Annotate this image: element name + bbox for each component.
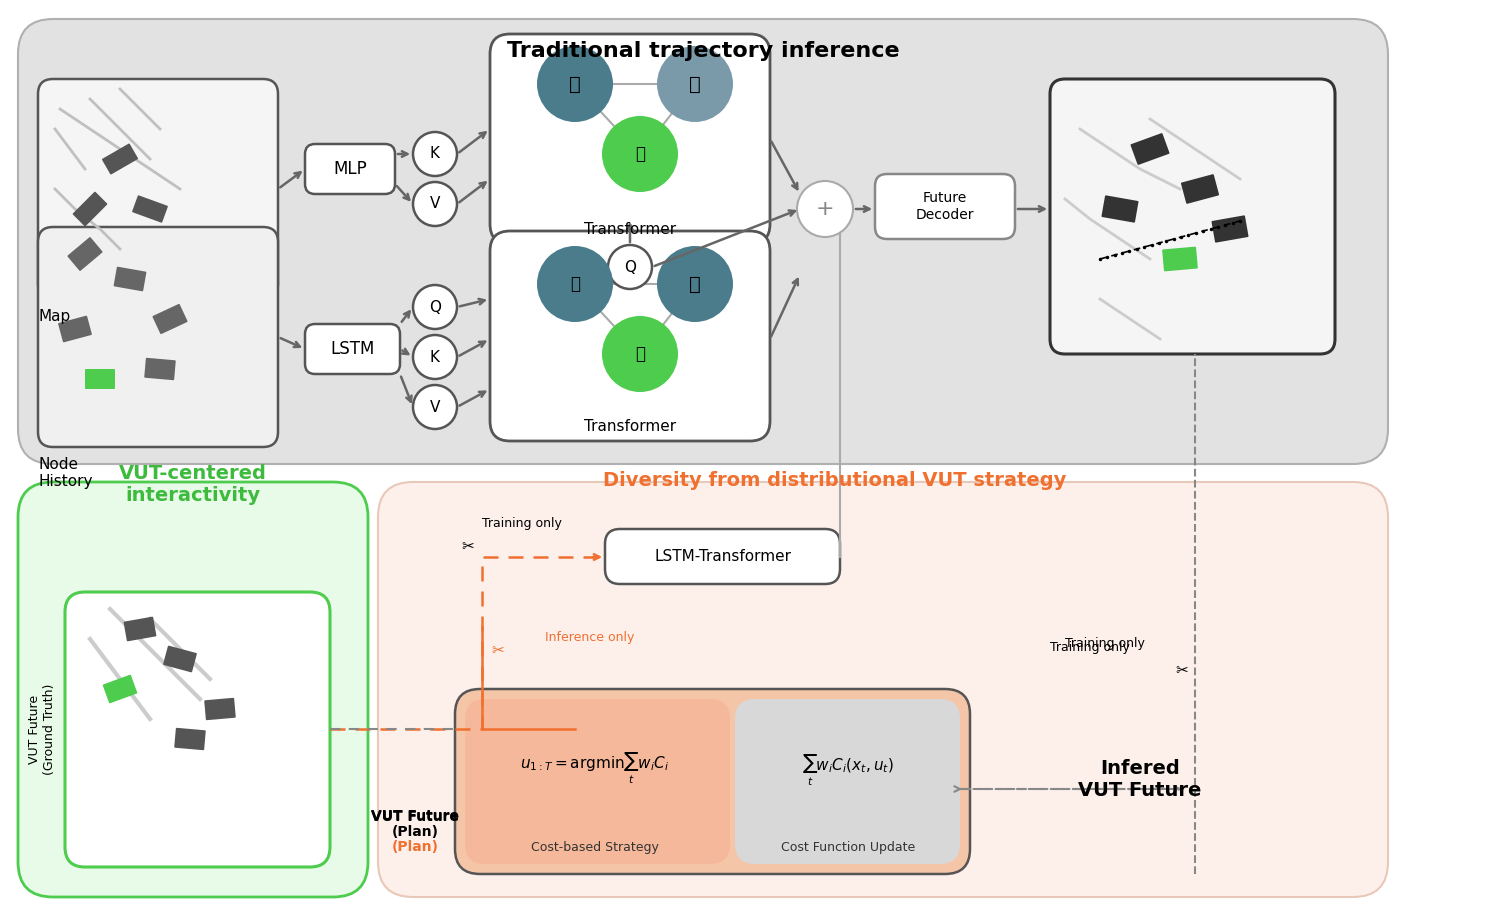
Text: 🚌: 🚌	[635, 345, 645, 363]
FancyBboxPatch shape	[163, 645, 197, 673]
Circle shape	[412, 132, 457, 176]
Circle shape	[412, 285, 457, 329]
Text: 🚶: 🚶	[689, 275, 701, 294]
Text: Training only: Training only	[1050, 641, 1129, 654]
FancyBboxPatch shape	[456, 689, 970, 874]
FancyBboxPatch shape	[1180, 175, 1219, 204]
Circle shape	[536, 246, 613, 322]
Text: +: +	[816, 199, 834, 219]
Text: K: K	[430, 146, 441, 162]
FancyBboxPatch shape	[1050, 79, 1336, 354]
Text: K: K	[430, 349, 441, 365]
Text: Map: Map	[37, 309, 70, 324]
Text: Future
Decoder: Future Decoder	[916, 192, 974, 222]
FancyBboxPatch shape	[66, 592, 330, 867]
FancyBboxPatch shape	[145, 358, 176, 380]
Text: Transformer: Transformer	[584, 419, 677, 434]
Circle shape	[657, 46, 734, 122]
Text: VUT Future
(Ground Truth): VUT Future (Ground Truth)	[28, 684, 55, 774]
FancyBboxPatch shape	[18, 19, 1388, 464]
Text: Training only: Training only	[483, 517, 562, 531]
FancyBboxPatch shape	[85, 369, 115, 389]
Circle shape	[536, 46, 613, 122]
Circle shape	[657, 246, 734, 322]
FancyBboxPatch shape	[114, 266, 146, 291]
Circle shape	[412, 385, 457, 429]
FancyBboxPatch shape	[103, 674, 137, 704]
FancyBboxPatch shape	[131, 195, 167, 223]
FancyBboxPatch shape	[305, 144, 394, 194]
Text: Node
History: Node History	[37, 457, 93, 489]
Text: LSTM-Transformer: LSTM-Transformer	[654, 549, 790, 564]
Text: 🚗: 🚗	[571, 275, 580, 293]
FancyBboxPatch shape	[152, 304, 188, 335]
Text: Infered
VUT Future: Infered VUT Future	[1079, 758, 1201, 800]
FancyBboxPatch shape	[73, 192, 108, 226]
Circle shape	[412, 182, 457, 226]
FancyBboxPatch shape	[465, 699, 731, 864]
Text: $u_{1:T} = \mathrm{argmin}\sum_{t} w_i C_i$: $u_{1:T} = \mathrm{argmin}\sum_{t} w_i C…	[520, 752, 669, 786]
Text: Diversity from distributional VUT strategy: Diversity from distributional VUT strate…	[604, 471, 1067, 490]
FancyBboxPatch shape	[875, 174, 1014, 239]
FancyBboxPatch shape	[67, 237, 103, 271]
Text: Traditional trajectory inference: Traditional trajectory inference	[506, 41, 899, 61]
FancyBboxPatch shape	[1101, 195, 1138, 223]
Text: 🚌: 🚌	[635, 145, 645, 163]
Text: Cost Function Update: Cost Function Update	[781, 841, 916, 854]
FancyBboxPatch shape	[58, 315, 91, 343]
Text: 🚶: 🚶	[689, 75, 701, 94]
FancyBboxPatch shape	[102, 144, 137, 175]
Circle shape	[796, 181, 853, 237]
FancyBboxPatch shape	[175, 728, 206, 750]
Text: Q: Q	[624, 259, 636, 275]
Text: VUT-centered
interactivity: VUT-centered interactivity	[120, 464, 267, 505]
Text: ✂: ✂	[1176, 664, 1188, 678]
Text: 📍: 📍	[569, 75, 581, 94]
Text: $\sum_{t} w_i C_i(x_t, u_t)$: $\sum_{t} w_i C_i(x_t, u_t)$	[802, 754, 893, 788]
Text: VUT Future: VUT Future	[371, 810, 459, 824]
Text: LSTM: LSTM	[330, 340, 375, 358]
Text: Inference only: Inference only	[545, 631, 635, 644]
FancyBboxPatch shape	[490, 34, 769, 244]
FancyBboxPatch shape	[378, 482, 1388, 897]
FancyBboxPatch shape	[1212, 215, 1249, 243]
Text: (Plan): (Plan)	[391, 840, 439, 854]
FancyBboxPatch shape	[1131, 133, 1170, 165]
Text: Training only: Training only	[1065, 637, 1144, 651]
FancyBboxPatch shape	[124, 616, 157, 642]
Text: MLP: MLP	[333, 160, 368, 178]
Circle shape	[608, 245, 651, 289]
FancyBboxPatch shape	[18, 482, 368, 897]
FancyBboxPatch shape	[37, 79, 278, 299]
Circle shape	[602, 116, 678, 192]
Text: V: V	[430, 196, 441, 212]
FancyBboxPatch shape	[490, 231, 769, 441]
Text: VUT Future
(Plan): VUT Future (Plan)	[371, 809, 459, 839]
FancyBboxPatch shape	[305, 324, 400, 374]
Text: V: V	[430, 399, 441, 415]
Circle shape	[602, 316, 678, 392]
FancyBboxPatch shape	[205, 698, 236, 720]
Text: Transformer: Transformer	[584, 222, 677, 237]
Text: Q: Q	[429, 299, 441, 315]
Text: Cost-based Strategy: Cost-based Strategy	[530, 841, 659, 854]
FancyBboxPatch shape	[1162, 246, 1198, 272]
Circle shape	[412, 335, 457, 379]
FancyBboxPatch shape	[735, 699, 961, 864]
FancyBboxPatch shape	[37, 227, 278, 447]
Text: ✂: ✂	[492, 644, 505, 658]
FancyBboxPatch shape	[605, 529, 840, 584]
Text: ✂: ✂	[462, 540, 475, 554]
